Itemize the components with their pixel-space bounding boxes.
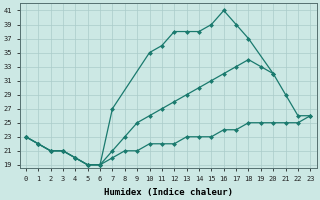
X-axis label: Humidex (Indice chaleur): Humidex (Indice chaleur) (104, 188, 233, 197)
